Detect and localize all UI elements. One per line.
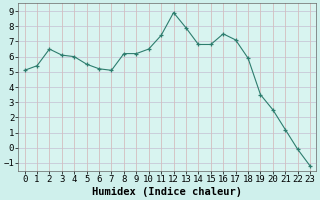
X-axis label: Humidex (Indice chaleur): Humidex (Indice chaleur) (92, 186, 242, 197)
